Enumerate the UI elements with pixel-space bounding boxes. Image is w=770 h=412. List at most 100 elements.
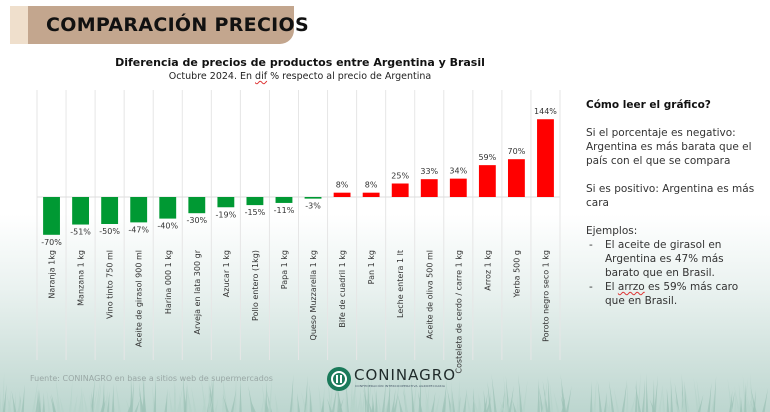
category-label: Naranja 1kg: [48, 250, 57, 299]
grass-blade: [91, 387, 98, 412]
grass-blade: [32, 377, 39, 412]
bar: [449, 178, 467, 197]
bar: [72, 197, 90, 225]
grass-blade: [384, 396, 390, 412]
grass-blade: [412, 376, 418, 412]
grass-blade: [503, 375, 508, 412]
grass-blade: [547, 375, 551, 412]
grass-blade: [499, 393, 506, 412]
example2-text-2: es 59% más caro que en Brasil.: [605, 281, 739, 307]
grass-blade: [42, 392, 45, 412]
grass-blade: [200, 373, 207, 412]
grass-blade: [68, 379, 73, 412]
grass-blade: [130, 378, 135, 412]
grass-blade: [179, 393, 182, 412]
grass-blade: [537, 378, 540, 412]
grass-blade: [517, 391, 522, 412]
grass-blade: [37, 390, 41, 412]
grass-blade: [712, 375, 717, 412]
category-label: Costeleta de cerdo / carre 1 kg: [454, 250, 463, 374]
grass-blade: [13, 391, 17, 412]
grass-blade: [635, 383, 641, 412]
subtitle-text-1: Octubre 2024. En: [168, 71, 256, 82]
grass-blade: [608, 380, 615, 412]
grass-blade: [670, 376, 673, 412]
grass-blade: [356, 392, 361, 412]
grass-blade: [394, 374, 401, 412]
grass-blade: [106, 391, 110, 412]
grass-blade: [634, 379, 638, 412]
grass-blade: [184, 384, 188, 412]
grass-blade: [371, 397, 375, 412]
data-label: -15%: [245, 208, 266, 217]
examples-list: El aceite de girasol en Argentina es 47%…: [586, 238, 756, 308]
grass-blade: [331, 381, 338, 412]
grass-blade: [707, 382, 712, 412]
category-label: Arveja en lata 300 gr: [193, 249, 202, 334]
grass-blade: [90, 376, 96, 412]
grass-blade: [103, 389, 108, 412]
grass-blade: [435, 394, 440, 412]
grass-blade: [652, 378, 655, 412]
grass-blade: [729, 390, 733, 412]
grass-blade: [487, 381, 492, 412]
grass-blade: [693, 377, 700, 412]
grass-blade: [674, 382, 680, 412]
bar: [537, 119, 554, 197]
grass-blade: [2, 383, 7, 412]
grass-blade: [153, 373, 157, 412]
category-label: Manzana 1 kg: [77, 250, 86, 306]
grass-blade: [478, 392, 481, 412]
grass-blade: [442, 394, 447, 412]
grass-blade: [613, 388, 620, 412]
grass-blade: [561, 396, 566, 412]
grass-blade: [450, 381, 453, 412]
subtitle-dif: dif: [255, 71, 268, 82]
grass-blade: [274, 392, 279, 412]
grass-blade: [321, 399, 324, 412]
grass-blade: [649, 399, 656, 412]
grass-blade: [296, 393, 301, 412]
grass-blade: [233, 374, 237, 412]
grass-blade: [173, 373, 177, 412]
grass-blade: [397, 393, 403, 412]
grass-blade: [697, 394, 704, 412]
grass-blade: [593, 379, 597, 412]
bar: [333, 192, 351, 197]
data-label: 144%: [534, 107, 557, 116]
grass-blade: [366, 377, 370, 412]
grass-blade: [630, 393, 636, 412]
grass-blade: [89, 394, 93, 412]
bar: [362, 192, 380, 197]
grass-blade: [336, 384, 343, 412]
category-label: Vino tinto 750 ml: [106, 250, 115, 319]
grass-blade: [361, 385, 365, 412]
grass-blade: [265, 399, 270, 412]
data-label: 34%: [449, 167, 467, 176]
grass-blade: [381, 380, 387, 412]
grass-blade: [101, 379, 105, 412]
grass-blade: [641, 379, 645, 412]
bar: [159, 197, 177, 219]
coninagro-logo: CONINAGRO CONFEDERACIÓN INTERCOOPERATIVA…: [326, 363, 466, 395]
grass-blade: [463, 388, 467, 412]
bar: [130, 197, 148, 223]
grass-blade: [260, 397, 264, 412]
grass-blade: [385, 387, 391, 412]
example2-text-1: El: [605, 281, 618, 293]
grass-blade: [111, 383, 115, 412]
grass-blade: [352, 374, 356, 412]
chart-subtitle: Octubre 2024. En dif % respecto al preci…: [0, 71, 600, 82]
grass-blade: [186, 378, 192, 412]
grass-blade: [7, 390, 11, 412]
category-label: Harina 000 1 kg: [164, 250, 173, 314]
grass-blade: [239, 377, 242, 412]
source-note: Fuente: CONINAGRO en base a sitios web d…: [30, 374, 273, 383]
category-label: Yerba 500 g: [512, 250, 521, 298]
positive-explanation: Si es positivo: Argentina es más cara: [586, 183, 755, 209]
grass-blade: [355, 395, 358, 412]
category-label: Pan 1 kg: [367, 250, 376, 284]
grass-blade: [746, 395, 752, 412]
data-label: 59%: [478, 153, 496, 162]
